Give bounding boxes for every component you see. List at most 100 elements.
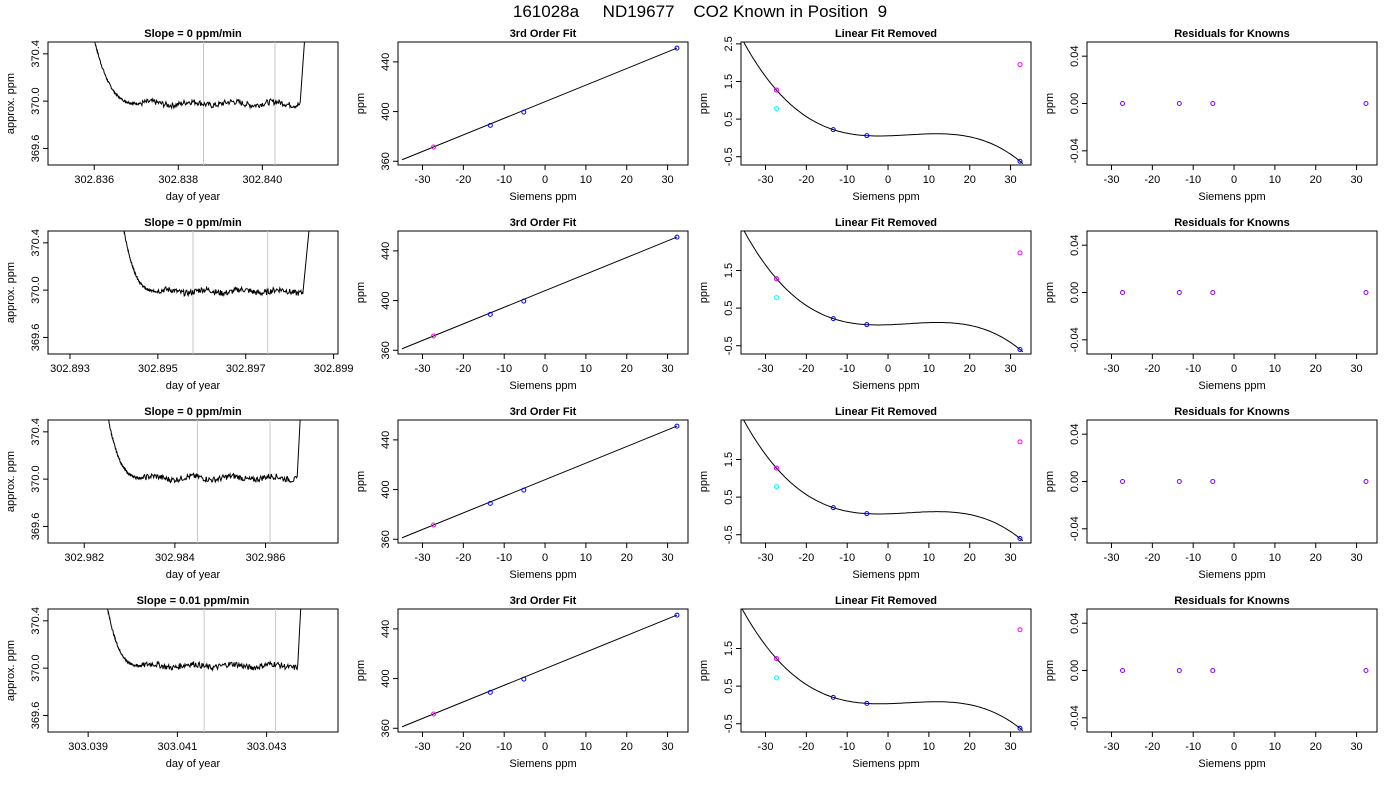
cubic-curve <box>741 609 1024 731</box>
y-axis-label: approx. ppm <box>5 73 17 134</box>
y-tick-label: 440 <box>380 431 392 449</box>
extra-point-cyan <box>774 675 780 681</box>
y-tick-label: 400 <box>380 291 392 309</box>
panel-title: Slope = 0.01 ppm/min <box>137 595 250 607</box>
panel-r4-c4: Residuals for Knowns Siemens ppm ppm -30 -20… <box>1044 595 1378 770</box>
panel-title: Residuals for Knowns <box>1174 28 1290 40</box>
ppm-trace-line <box>107 609 302 673</box>
x-tick-label: 302.982 <box>64 552 104 564</box>
x-tick-label: -30 <box>758 363 774 375</box>
y-axis-label: approx. ppm <box>5 262 17 323</box>
known-residual-point <box>1120 668 1126 673</box>
panel-r2-c2: 3rd Order Fit Siemens ppm ppm -30 -20 -10 0 10 2… <box>355 217 689 392</box>
x-tick-label: 302.836 <box>74 174 114 186</box>
x-tick-label: -30 <box>1104 363 1120 375</box>
panel-r4-c1: Slope = 0.01 ppm/min day of year approx. p… <box>5 595 339 770</box>
plot-area <box>401 423 680 539</box>
y-tick-label: -0.5 <box>723 336 735 355</box>
x-tick-label: 0 <box>1231 174 1237 186</box>
x-tick-label: -20 <box>1144 741 1160 753</box>
panel-title: 3rd Order Fit <box>510 217 577 229</box>
x-axis-label: day of year <box>166 191 221 203</box>
x-tick-label: 30 <box>661 552 673 564</box>
extra-point-magenta <box>1017 250 1023 256</box>
y-tick-label: 1.5 <box>723 452 735 467</box>
x-tick-label: -10 <box>1185 363 1201 375</box>
x-tick-label: 20 <box>964 552 976 564</box>
plot-frame <box>47 41 339 166</box>
x-tick-label: 20 <box>621 741 633 753</box>
x-tick-label: 30 <box>1004 741 1016 753</box>
x-tick-label: 0 <box>542 552 548 564</box>
panel-r1-c3: Linear Fit Removed Siemens ppm ppm -30 -20 -1… <box>698 28 1032 203</box>
x-tick-label: 20 <box>621 174 633 186</box>
y-axis-label: ppm <box>355 93 367 114</box>
y-tick-label: -0.04 <box>1069 138 1081 163</box>
panel-title: Residuals for Knowns <box>1174 595 1290 607</box>
x-tick-label: 10 <box>580 552 592 564</box>
y-axis-label: ppm <box>698 660 710 681</box>
y-axis-label: ppm <box>355 660 367 681</box>
y-tick-label: 440 <box>380 53 392 71</box>
x-tick-label: -10 <box>1185 741 1201 753</box>
fit-point <box>487 311 493 317</box>
panel-title: Slope = 0 ppm/min <box>144 406 242 418</box>
y-tick-label: 370.0 <box>30 465 42 493</box>
plot-frame <box>1086 419 1378 544</box>
plot-frame <box>1086 608 1378 733</box>
x-tick-label: 10 <box>1269 174 1281 186</box>
first-point-magenta <box>774 465 780 471</box>
y-tick-label: 400 <box>380 102 392 120</box>
x-tick-label: 30 <box>1004 552 1016 564</box>
x-tick-label: 20 <box>964 741 976 753</box>
plot-area <box>401 45 680 161</box>
fit-line <box>401 614 678 728</box>
fit-point <box>431 333 437 339</box>
first-point-magenta <box>774 656 780 662</box>
panel-title: Linear Fit Removed <box>835 595 937 607</box>
known-residual-point <box>1210 290 1216 295</box>
ppm-trace-line <box>123 231 310 298</box>
residual-point <box>830 316 836 322</box>
x-tick-label: 20 <box>1310 174 1322 186</box>
x-tick-label: 30 <box>661 174 673 186</box>
panel-title: Linear Fit Removed <box>835 406 937 418</box>
y-tick-label: 370.4 <box>30 418 42 446</box>
fit-point <box>674 612 680 618</box>
x-tick-label: -10 <box>496 741 512 753</box>
panel-r3-c1: Slope = 0 ppm/min day of year approx. ppm 3… <box>5 406 339 581</box>
residual-point <box>1017 725 1023 731</box>
x-tick-label: -10 <box>1185 174 1201 186</box>
fit-point <box>674 234 680 240</box>
y-axis-label: ppm <box>1044 471 1056 492</box>
known-residual-point <box>1176 290 1182 295</box>
known-residual-point <box>1120 290 1126 295</box>
panel-r1-c2: 3rd Order Fit Siemens ppm ppm -30 -20 -10 0 10 2… <box>355 28 689 203</box>
panel-title: Linear Fit Removed <box>835 28 937 40</box>
plot-frame <box>397 230 689 355</box>
plot-frame <box>47 608 339 733</box>
y-axis-label: ppm <box>1044 660 1056 681</box>
x-tick-label: 20 <box>621 552 633 564</box>
panel-r2-c1: Slope = 0 ppm/min day of year approx. ppm 3… <box>5 217 353 392</box>
residual-point <box>864 700 870 706</box>
plot-frame <box>397 419 689 544</box>
x-tick-label: 10 <box>1269 552 1281 564</box>
plot-frame <box>740 230 1032 355</box>
panel-r3-c3: Linear Fit Removed Siemens ppm ppm -30 -20 -1… <box>698 406 1032 581</box>
ppm-trace-line <box>107 420 301 484</box>
x-tick-label: 0 <box>1231 552 1237 564</box>
plot-frame <box>397 41 689 166</box>
plot-area <box>741 609 1024 731</box>
y-axis-label: ppm <box>355 282 367 303</box>
residual-point <box>1017 346 1023 352</box>
y-tick-label: 0.04 <box>1069 612 1081 633</box>
plot-area <box>743 420 1024 542</box>
residual-point <box>1017 158 1023 164</box>
plot-frame <box>1086 230 1378 355</box>
x-tick-label: -20 <box>798 174 814 186</box>
x-axis-label: Siemens ppm <box>852 758 919 770</box>
fit-point <box>431 522 437 528</box>
panel-r1-c4: Residuals for Knowns Siemens ppm ppm -30 -20… <box>1044 28 1378 203</box>
